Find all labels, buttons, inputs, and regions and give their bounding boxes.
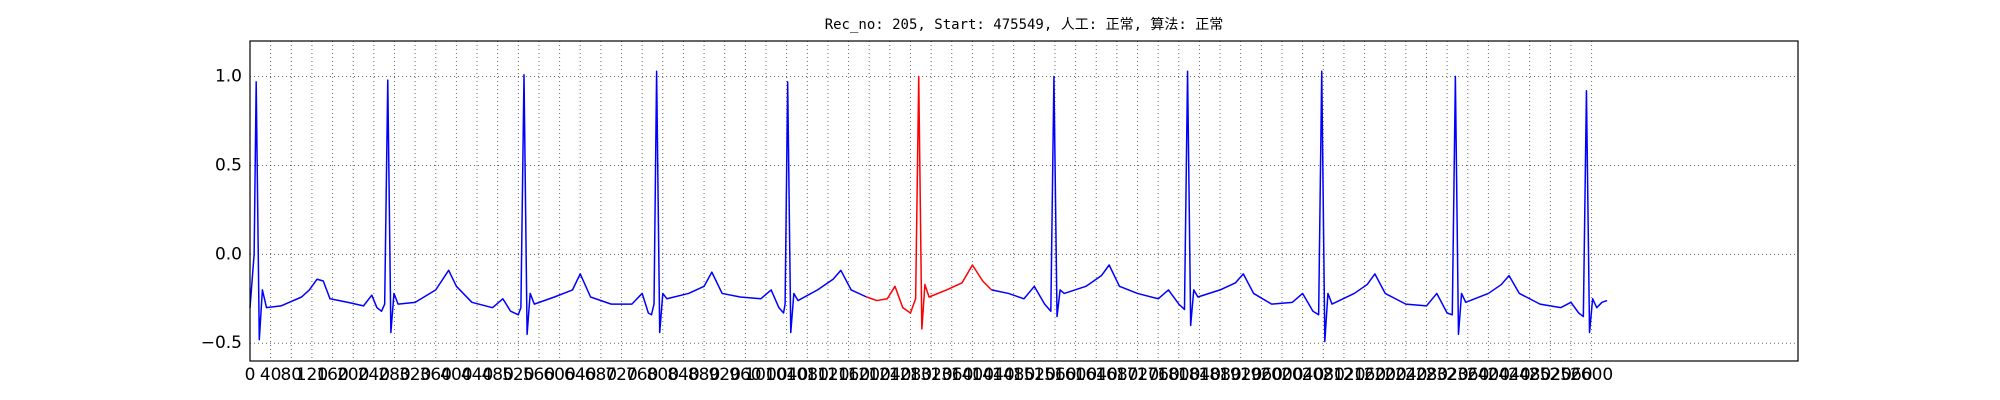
x-tick-label: 1720 <box>1116 365 1159 385</box>
x-tick-label: 1040 <box>765 365 808 385</box>
x-tick-label: 520 <box>502 365 534 385</box>
x-tick-label: 2280 <box>1405 365 1448 385</box>
x-tick-label: 360 <box>420 365 452 385</box>
x-tick-label: 2520 <box>1529 365 1572 385</box>
x-tick-label: 2440 <box>1487 365 1530 385</box>
x-tick-label: 560 <box>523 365 555 385</box>
x-tick-label: 1160 <box>827 365 870 385</box>
x-tick-label: 200 <box>337 365 369 385</box>
x-tick-label: 1280 <box>889 365 932 385</box>
x-tick-label: 1920 <box>1219 365 1262 385</box>
x-tick-label: 680 <box>585 365 617 385</box>
x-tick-label: 2160 <box>1343 365 1386 385</box>
x-tick-label: 720 <box>605 365 637 385</box>
x-tick-label: 2120 <box>1322 365 1365 385</box>
chart-title: Rec_no: 205, Start: 475549, 人工: 正常, 算法: … <box>825 17 1224 33</box>
x-tick-label: 240 <box>358 365 390 385</box>
ecg-line <box>249 70 1608 343</box>
x-tick-label: 1440 <box>971 365 1014 385</box>
x-tick-label: 960 <box>729 365 761 385</box>
x-tick-label: 1760 <box>1137 365 1180 385</box>
x-tick-label: 120 <box>296 365 328 385</box>
x-tick-label: 2000 <box>1260 365 1303 385</box>
x-tick-label: 1240 <box>868 365 911 385</box>
x-tick-label: 1400 <box>951 365 994 385</box>
x-tick-label: 760 <box>626 365 658 385</box>
x-tick-label: 800 <box>647 365 679 385</box>
x-tick-label: 880 <box>688 365 720 385</box>
x-tick-label: 1120 <box>806 365 849 385</box>
x-tick-label: 1360 <box>930 365 973 385</box>
x-tick-label: 1200 <box>848 365 891 385</box>
x-tick-label: 1960 <box>1240 365 1283 385</box>
x-tick-label: 1520 <box>1013 365 1056 385</box>
x-tick-label: 1480 <box>992 365 1035 385</box>
ecg-line <box>866 75 993 330</box>
x-tick-label: 440 <box>461 365 493 385</box>
x-tick-label: 840 <box>667 365 699 385</box>
x-tick-label: 1560 <box>1033 365 1076 385</box>
y-tick-label: 0.0 <box>215 244 242 264</box>
x-tick-label: 80 <box>280 365 302 385</box>
x-tick-label: 2040 <box>1281 365 1324 385</box>
x-tick-label: 1800 <box>1157 365 1200 385</box>
x-tick-label: 1640 <box>1075 365 1118 385</box>
x-tick-label: 280 <box>378 365 410 385</box>
x-tick-label: 2360 <box>1446 365 1489 385</box>
x-tick-label: 2480 <box>1508 365 1551 385</box>
x-tick-label: 1320 <box>909 365 952 385</box>
x-tick-label: 1000 <box>744 365 787 385</box>
x-tick-label: 400 <box>440 365 472 385</box>
x-tick-label: 1880 <box>1198 365 1241 385</box>
x-tick-label: 1600 <box>1054 365 1097 385</box>
x-tick-label: 480 <box>481 365 513 385</box>
x-tick-label: 2560 <box>1549 365 1592 385</box>
y-tick-label: 1.0 <box>215 67 242 87</box>
x-tick-label: 40 <box>260 365 282 385</box>
x-tick-label: 2600 <box>1570 365 1613 385</box>
x-tick-label: 600 <box>543 365 575 385</box>
x-tick-label: 920 <box>708 365 740 385</box>
x-tick-label: 160 <box>316 365 348 385</box>
plot-frame <box>249 40 1799 362</box>
y-tick-label: −0.5 <box>201 333 242 353</box>
y-tick-label: 0.5 <box>215 155 242 175</box>
x-tick-label: 2080 <box>1302 365 1345 385</box>
x-tick-label: 2400 <box>1467 365 1510 385</box>
x-tick-label: 2200 <box>1364 365 1407 385</box>
x-tick-label: 1840 <box>1178 365 1221 385</box>
x-tick-label: 1680 <box>1095 365 1138 385</box>
x-tick-label: 640 <box>564 365 596 385</box>
x-tick-label: 2320 <box>1425 365 1468 385</box>
x-tick-label: 1080 <box>786 365 829 385</box>
x-tick-label: 0 <box>245 365 256 385</box>
x-tick-label: 320 <box>399 365 431 385</box>
x-tick-label: 2240 <box>1384 365 1427 385</box>
